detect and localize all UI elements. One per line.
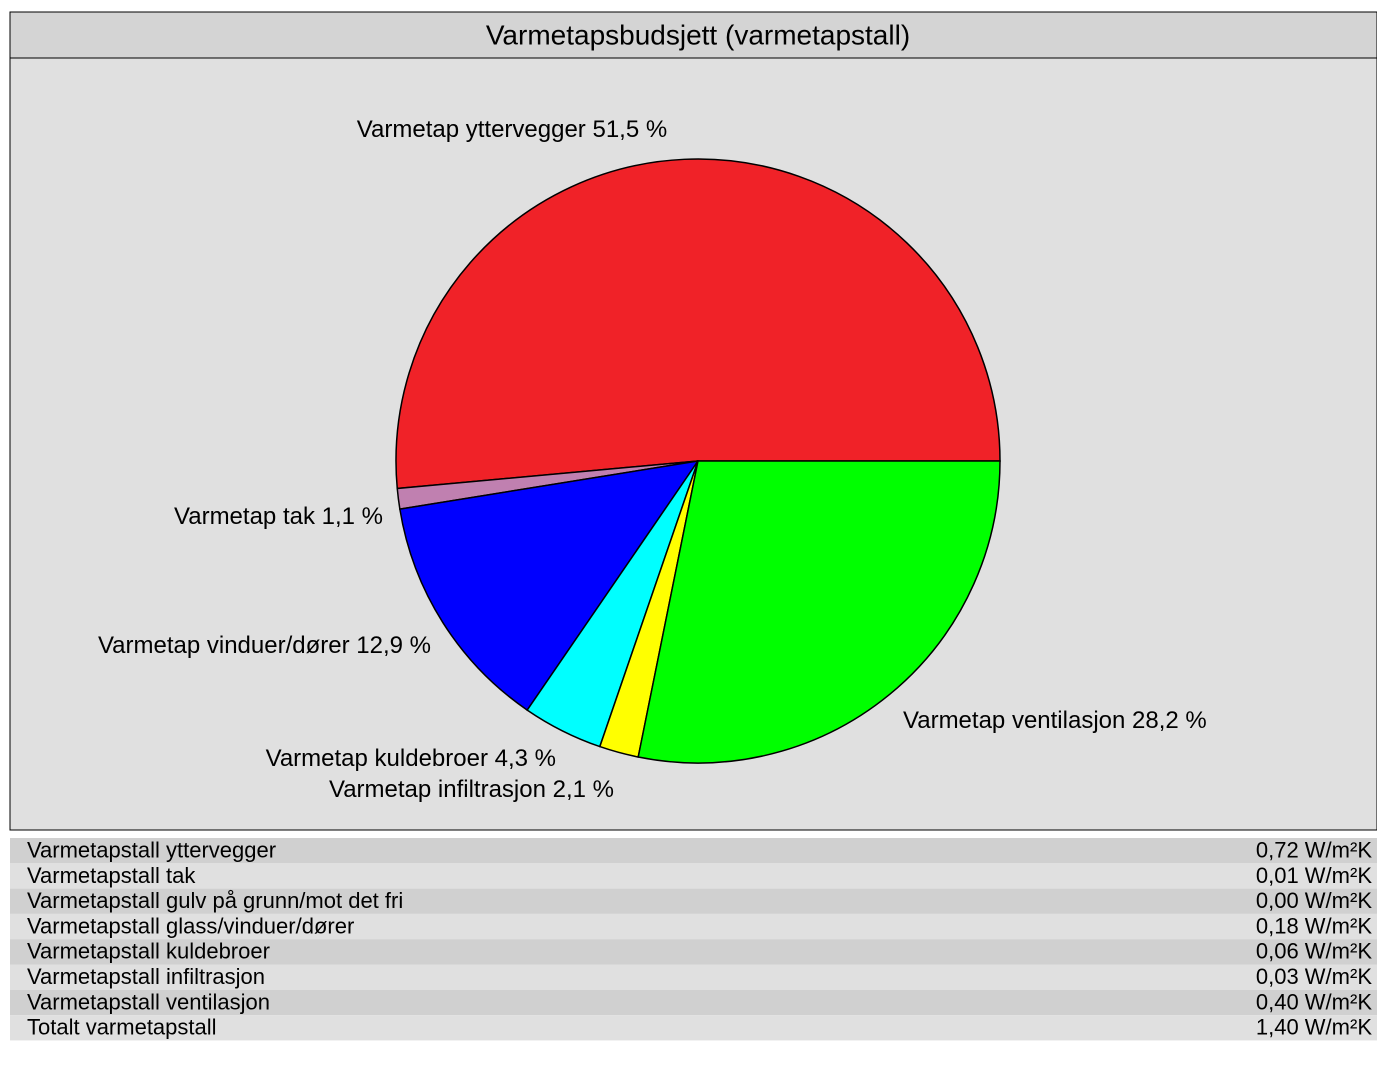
slice-name: Varmetap ventilasjon bbox=[903, 707, 1125, 734]
row-label: Varmetapstall yttervegger bbox=[27, 837, 276, 862]
slice-value: 1,1 % bbox=[322, 503, 383, 530]
slice-label: Varmetap infiltrasjon 2,1 % bbox=[329, 776, 614, 803]
row-value: 0,00 W/m²K bbox=[1256, 888, 1372, 913]
row-label: Varmetapstall glass/vinduer/dører bbox=[27, 913, 354, 938]
slice-value: 51,5 % bbox=[592, 116, 667, 143]
table-row: Varmetapstall glass/vinduer/dører 0,18 W/… bbox=[10, 913, 1377, 940]
pie-slice bbox=[637, 460, 1001, 764]
title-bar bbox=[9, 11, 1377, 59]
row-background bbox=[10, 939, 1377, 965]
slice-label: Varmetap vinduer/dører 12,9 % bbox=[98, 632, 431, 659]
row-label: Totalt varmetapstall bbox=[27, 1015, 217, 1040]
row-background bbox=[10, 863, 1377, 889]
slice-value: 12,9 % bbox=[356, 632, 431, 659]
slice-name: Varmetap yttervegger bbox=[357, 116, 586, 143]
row-background bbox=[10, 838, 1377, 864]
row-background bbox=[10, 964, 1377, 990]
row-background bbox=[10, 989, 1377, 1016]
chart-title: Varmetapsbudsjett (varmetapstall) bbox=[486, 19, 910, 50]
row-value: 0,40 W/m²K bbox=[1256, 989, 1372, 1014]
slice-name: Varmetap kuldebroer bbox=[266, 745, 488, 772]
table-row: Varmetapstall tak 0,01 W/m²K bbox=[10, 863, 1377, 889]
table-row: Varmetapstall yttervegger 0,72 W/m²K bbox=[10, 837, 1377, 864]
row-label: Varmetapstall gulv på grunn/mot det fri bbox=[27, 888, 403, 913]
slice-value: 2,1 % bbox=[553, 776, 614, 803]
row-label: Varmetapstall infiltrasjon bbox=[27, 964, 265, 989]
row-value: 0,06 W/m²K bbox=[1256, 939, 1372, 964]
row-label: Varmetapstall tak bbox=[27, 863, 196, 888]
table-row: Varmetapstall infiltrasjon 0,03 W/m²K bbox=[10, 964, 1377, 990]
table-row: Varmetapstall gulv på grunn/mot det fri 0… bbox=[10, 888, 1377, 914]
row-value: 1,40 W/m²K bbox=[1256, 1015, 1372, 1040]
row-background bbox=[10, 913, 1377, 940]
row-value: 0,03 W/m²K bbox=[1256, 964, 1372, 989]
row-label: Varmetapstall ventilasjon bbox=[27, 989, 270, 1014]
pie-slice bbox=[395, 158, 1001, 490]
row-background bbox=[10, 888, 1377, 914]
row-background bbox=[10, 1015, 1377, 1041]
row-value: 0,72 W/m²K bbox=[1256, 837, 1372, 862]
table-row: Varmetapstall kuldebroer 0,06 W/m²K bbox=[10, 939, 1377, 965]
row-label: Varmetapstall kuldebroer bbox=[27, 939, 270, 964]
slice-value: 28,2 % bbox=[1132, 707, 1207, 734]
row-value: 0,18 W/m²K bbox=[1256, 913, 1372, 938]
row-value: 0,01 W/m²K bbox=[1256, 863, 1372, 888]
slice-name: Varmetap vinduer/dører bbox=[98, 632, 350, 659]
slice-label: Varmetap yttervegger 51,5 % bbox=[357, 116, 667, 143]
pie-slice bbox=[398, 459, 700, 712]
slice-label: Varmetap tak 1,1 % bbox=[174, 503, 383, 530]
table-row: Totalt varmetapstall 1,40 W/m²K bbox=[10, 1015, 1377, 1041]
slice-value: 4,3 % bbox=[495, 745, 556, 772]
slice-name: Varmetap infiltrasjon bbox=[329, 776, 546, 803]
table-row: Varmetapstall ventilasjon 0,40 W/m²K bbox=[10, 989, 1377, 1016]
slice-label: Varmetap ventilasjon 28,2 % bbox=[903, 707, 1207, 734]
slice-label: Varmetap kuldebroer 4,3 % bbox=[266, 745, 556, 772]
slice-name: Varmetap tak bbox=[174, 503, 316, 530]
